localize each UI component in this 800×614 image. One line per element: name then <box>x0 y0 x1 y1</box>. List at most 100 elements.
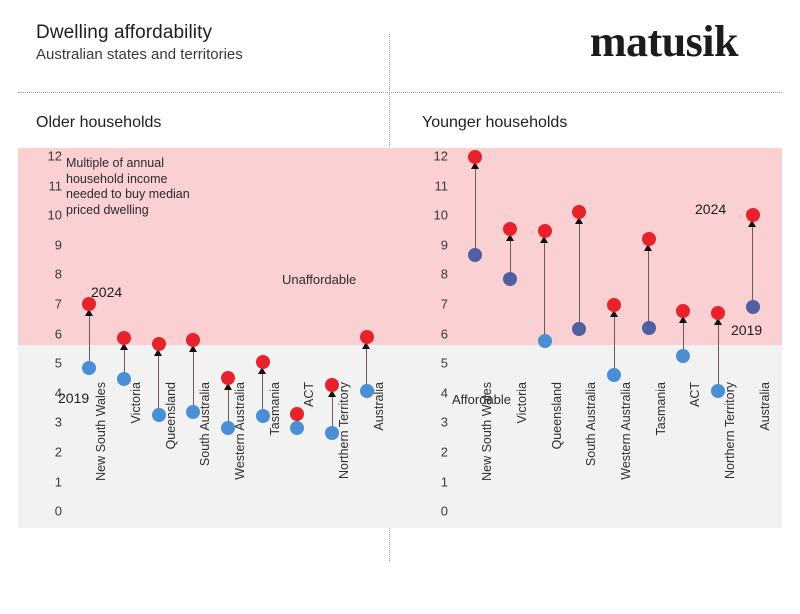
change-connector <box>613 315 615 376</box>
arrow-up-icon <box>84 309 93 316</box>
axis-note: Multiple of annual household income need… <box>66 156 190 217</box>
chart-younger-households: 0 1 2 3 4 5 6 7 8 9 10 11 12 New South Wales Victoria Q… <box>416 148 774 528</box>
data-point-2019 <box>359 384 374 399</box>
change-connector <box>474 167 476 256</box>
data-point-2024 <box>503 221 517 236</box>
arrow-up-icon <box>188 344 197 352</box>
data-point-2024 <box>255 354 270 369</box>
arrow-up-icon <box>609 310 618 318</box>
affordable-label: Affordable <box>452 392 512 407</box>
data-point-2024 <box>221 371 235 385</box>
data-point-2024 <box>186 332 201 347</box>
change-connector <box>227 388 229 429</box>
data-point-2019 <box>641 320 656 335</box>
change-connector <box>158 353 160 415</box>
plot-area-younger: 0 1 2 3 4 5 6 7 8 9 10 11 12 New South Wales Victoria Q… <box>434 148 772 528</box>
data-point-2024 <box>641 231 656 246</box>
data-point-2019 <box>117 372 131 387</box>
x-axis-label: Australia <box>371 382 386 431</box>
change-connector <box>509 238 511 279</box>
callout-left-2024: 2024 <box>91 284 123 300</box>
arrow-up-icon <box>362 341 371 349</box>
y-axis-tick: 9 <box>54 237 62 253</box>
data-point-2019 <box>186 405 201 420</box>
y-axis-tick: 6 <box>54 326 62 342</box>
y-axis-tick: 7 <box>440 296 448 312</box>
data-point-2024 <box>82 297 97 311</box>
change-connector <box>88 314 90 368</box>
page-subtitle: Australian states and territories <box>36 46 243 64</box>
title-block: Dwelling affordability Australian states… <box>36 22 243 65</box>
data-point-2019 <box>325 425 339 440</box>
brand-logo: matusik <box>589 17 739 66</box>
header-divider <box>18 92 782 93</box>
change-connector <box>648 248 650 328</box>
data-point-2019 <box>745 299 760 314</box>
data-point-2019 <box>255 409 270 424</box>
data-point-2024 <box>325 378 339 393</box>
arrow-up-icon <box>119 343 128 351</box>
panel-title-younger: Younger households <box>422 114 568 131</box>
arrow-up-icon <box>748 220 757 228</box>
x-axis-label: Queensland <box>549 382 564 450</box>
data-point-2019 <box>290 421 305 436</box>
arrow-up-icon <box>713 317 722 325</box>
x-axis-label: South Australia <box>198 382 213 467</box>
y-axis-tick: 11 <box>48 178 63 194</box>
change-connector <box>752 225 754 307</box>
y-axis-tick: 4 <box>440 385 448 401</box>
x-axis-label: Western Australia <box>233 382 247 480</box>
arrow-up-icon <box>505 233 514 241</box>
y-axis-tick: 4 <box>54 385 62 401</box>
x-axis-label: New South Wales <box>94 382 109 481</box>
panel-title-older: Older households <box>36 114 162 131</box>
plot-area-older: 0 1 2 3 4 5 6 7 8 9 10 11 12 New South Wales Victoria Q… <box>48 148 386 528</box>
arrow-up-icon <box>258 366 267 374</box>
data-point-2019 <box>572 322 587 337</box>
y-axis-tick: 12 <box>47 148 62 164</box>
y-axis-tick: 10 <box>433 207 448 223</box>
data-point-2019 <box>468 248 483 263</box>
callout-left-2019: 2019 <box>58 390 90 406</box>
x-axis-label: Northern Territory <box>337 382 351 480</box>
data-point-2019 <box>537 334 552 348</box>
arrow-up-icon <box>540 236 549 244</box>
data-point-2024 <box>711 305 725 320</box>
data-point-2019 <box>221 421 235 436</box>
y-axis-tick: 1 <box>54 474 62 490</box>
y-axis-tick: 2 <box>440 444 448 460</box>
y-axis-tick: 9 <box>440 237 448 253</box>
x-axis-label: Northern Territory <box>723 382 737 480</box>
data-point-2019 <box>676 348 691 363</box>
change-connector <box>682 321 684 356</box>
y-axis-tick: 3 <box>440 414 448 430</box>
change-connector <box>192 349 194 413</box>
data-point-2024 <box>537 224 552 239</box>
y-axis-tick: 6 <box>440 326 448 342</box>
x-axis-label: South Australia <box>584 382 599 467</box>
data-point-2024 <box>572 205 587 220</box>
arrow-up-icon <box>678 316 687 324</box>
arrow-up-icon <box>644 243 653 251</box>
data-point-2019 <box>82 360 97 375</box>
data-point-2024 <box>151 336 166 351</box>
x-axis-label: ACT <box>688 382 703 407</box>
chart-older-households: 0 1 2 3 4 5 6 7 8 9 10 11 12 New South Wales Victoria Q… <box>30 148 388 528</box>
x-axis-label: Queensland <box>163 382 178 450</box>
y-axis-tick: 11 <box>434 178 449 194</box>
data-point-2024 <box>745 208 760 223</box>
x-axis-label: Victoria <box>515 382 529 424</box>
change-connector <box>544 241 546 341</box>
x-axis-label: Victoria <box>129 382 143 424</box>
y-axis-tick: 8 <box>440 266 448 282</box>
unaffordable-label: Unaffordable <box>282 272 357 287</box>
arrow-up-icon <box>574 217 583 225</box>
x-axis-label: Tasmania <box>653 382 668 436</box>
callout-right-2019: 2019 <box>731 322 763 338</box>
change-connector <box>366 346 368 392</box>
data-point-2024 <box>607 298 621 313</box>
x-axis-label: Western Australia <box>619 382 633 480</box>
arrow-up-icon <box>223 383 232 390</box>
change-connector <box>717 322 719 392</box>
